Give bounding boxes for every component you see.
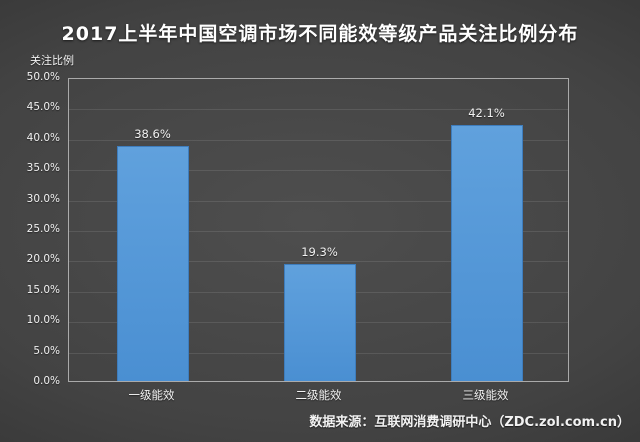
y-tick-label: 25.0%: [26, 223, 60, 235]
y-tick-label: 15.0%: [26, 283, 60, 296]
bar-一级能效: [116, 146, 189, 381]
bar-value-label: 42.1%: [468, 106, 505, 121]
x-tick-label: 二级能效: [295, 388, 342, 402]
plot-area: 38.6% 19.3% 42.1%: [68, 78, 569, 382]
chart-title: 2017上半年中国空调市场不同能效等级产品关注比例分布: [61, 23, 579, 45]
y-tick-label: 20.0%: [26, 253, 60, 266]
gridline: [69, 139, 568, 141]
gridline: [69, 109, 568, 111]
y-tick-label: 40.0%: [26, 131, 60, 144]
bar-value-label: 38.6%: [134, 127, 171, 142]
bar-二级能效: [283, 263, 356, 381]
y-tick-label: 30.0%: [26, 192, 60, 205]
x-tick-label: 三级能效: [462, 388, 509, 402]
y-tick-label: 10.0%: [26, 314, 60, 327]
y-axis-title: 关注比例: [30, 54, 74, 67]
y-tick-label: 5.0%: [33, 344, 60, 357]
x-tick-label: 一级能效: [128, 388, 175, 402]
y-tick-label: 35.0%: [26, 162, 60, 175]
gridline: [69, 261, 568, 263]
gridline: [69, 200, 568, 202]
gridline: [69, 231, 568, 232]
y-tick-label: 45.0%: [26, 101, 60, 114]
y-tick-label: 50.0%: [26, 71, 60, 83]
y-tick-label: 0.0%: [33, 375, 60, 387]
source-note: 数据来源：互联网消费调研中心（ZDC.zol.com.cn）: [309, 415, 630, 430]
bar-value-label: 19.3%: [301, 244, 338, 259]
gridline: [69, 170, 568, 172]
bar-三级能效: [450, 125, 523, 381]
